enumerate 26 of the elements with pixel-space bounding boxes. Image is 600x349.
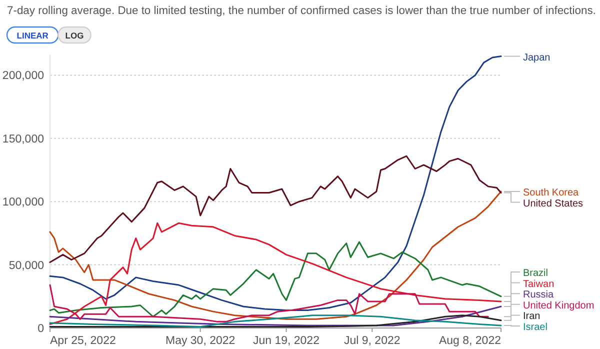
y-tick-label: 200,000	[2, 70, 44, 82]
x-tick-label: Apr 25, 2022	[50, 335, 116, 347]
text: Iran	[523, 311, 540, 322]
text: Taiwan	[523, 278, 554, 290]
text: Japan	[523, 52, 550, 64]
text: South Korea	[523, 188, 580, 198]
text: United States	[523, 198, 584, 210]
text: Brazil	[523, 268, 548, 279]
x-tick-label: Jun 19, 2022	[252, 335, 320, 347]
y-tick-label: 0	[38, 323, 44, 335]
line-series	[49, 284, 489, 322]
x-tick-label: Jul 9, 2022	[344, 335, 400, 347]
line-series	[49, 56, 502, 312]
text: Russia	[523, 290, 554, 301]
y-tick-label: 100,000	[2, 196, 44, 209]
y-tick-label: 150,000	[2, 133, 44, 146]
line-series	[49, 241, 502, 318]
line-series	[49, 190, 502, 320]
x-tick-label: Aug 8, 2022	[438, 335, 501, 347]
text: Israel	[523, 322, 548, 333]
y-tick-label: 50,000	[8, 260, 44, 272]
line-series	[49, 155, 502, 264]
text: United Kingdom	[523, 300, 594, 312]
chart-subtitle: 7-day rolling average. Due to limited testing, the number of confirmed cases is lower than the true number of infections.	[7, 5, 596, 17]
x-tick-label: May 30, 2022	[165, 335, 236, 347]
line-series	[49, 222, 502, 325]
